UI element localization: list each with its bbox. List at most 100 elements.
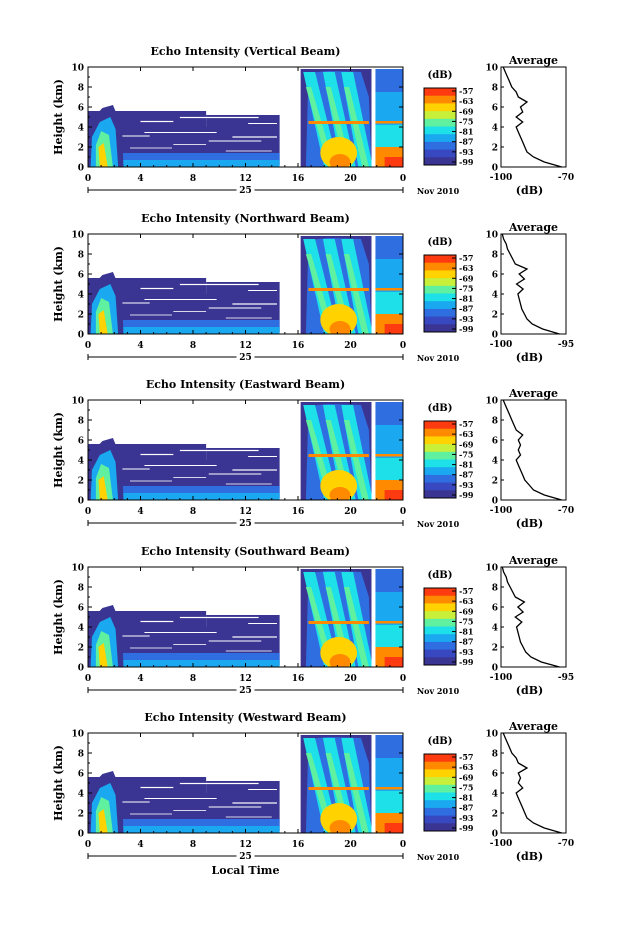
date-label-bg (236, 849, 255, 860)
colorbar-swatch (424, 595, 456, 604)
profile-y-tick-label: 0 (492, 331, 498, 341)
colorbar-tick-label: -69 (459, 106, 474, 116)
data-gap (208, 806, 262, 808)
colorbar-tick-label: -75 (459, 449, 473, 459)
profile-title: Average (508, 221, 558, 234)
data-gap (120, 801, 150, 803)
colorbar-tick-label: -93 (459, 314, 474, 324)
profile-y-tick-label: 2 (492, 810, 498, 820)
colorbar-tick-label: -87 (459, 137, 473, 147)
profile-x-label: (dB) (516, 351, 543, 364)
colorbar-swatch (424, 436, 456, 445)
upper-layer (206, 115, 280, 127)
x-tick-label: 8 (190, 174, 196, 184)
profile-y-tick-label: 4 (492, 124, 498, 134)
y-tick-label: 10 (71, 64, 84, 74)
colorbar-swatch (424, 421, 456, 430)
month-label: Nov 2010 (417, 186, 460, 196)
late-rain (374, 791, 403, 813)
data-gap (371, 234, 376, 334)
colorbar-frame (423, 87, 457, 166)
bright-band (375, 787, 403, 790)
profile-title: Average (508, 720, 558, 733)
rain-core (329, 820, 351, 833)
profile-y-tick-label: 2 (492, 311, 498, 321)
profile-y-tick-label: 2 (492, 644, 498, 654)
y-axis-label: Height (km) (52, 579, 65, 655)
x-tick-label: 16 (292, 674, 305, 684)
data-gap (130, 314, 172, 316)
data-gap (248, 623, 277, 624)
data-gap (179, 616, 259, 619)
profile-y-tick-label: 10 (485, 730, 498, 740)
colorbar-tick-label: -75 (459, 782, 473, 792)
y-tick-label: 2 (78, 477, 84, 487)
surface-layer (88, 160, 280, 167)
data-gap (144, 798, 217, 799)
x-tick-label: 16 (292, 840, 305, 850)
data-gap (371, 567, 376, 667)
upper-layer (206, 615, 280, 627)
profile-y-tick-label: 6 (492, 437, 498, 447)
data-gap (173, 311, 207, 312)
colorbar-swatch (424, 316, 456, 325)
profile-title: Average (508, 554, 558, 567)
late-rain (374, 625, 403, 647)
colorbar-tick-label: -69 (459, 606, 474, 616)
colorbar-swatch (424, 262, 456, 271)
date-label-bg (236, 516, 255, 527)
data-gap (179, 449, 259, 452)
y-tick-label: 2 (78, 810, 84, 820)
colorbar-swatch (424, 603, 456, 612)
profile-y-tick-label: 4 (492, 457, 498, 467)
x-tick-label: 12 (239, 341, 252, 351)
echo-field (88, 567, 403, 667)
convective-core (98, 310, 108, 334)
profile-x-label: (dB) (516, 517, 543, 530)
x-tick-label: 4 (137, 174, 143, 184)
colorbar-swatch (424, 459, 456, 468)
x-tick-label: 16 (292, 174, 305, 184)
colorbar-frame (423, 420, 457, 499)
colorbar-unit: (dB) (428, 70, 453, 81)
month-label: Nov 2010 (417, 353, 460, 363)
profile-x-tick-label: -95 (558, 340, 574, 350)
convective-core (98, 809, 108, 833)
colorbar-swatch (424, 149, 456, 158)
panel-title: Echo Intensity (Westward Beam) (144, 711, 346, 724)
panel-4: Echo Intensity (Southward Beam) 0 2 4 6 8 10 0 4… (52, 545, 574, 697)
data-gap (130, 647, 172, 649)
data-gap (173, 644, 207, 645)
profile-y-tick-label: 10 (485, 231, 498, 241)
y-tick-label: 2 (78, 644, 84, 654)
x-tick-label: 0 (400, 341, 406, 351)
convective-core (98, 643, 108, 667)
bright-band (308, 621, 369, 624)
colorbar-tick-label: -57 (459, 86, 473, 96)
y-tick-label: 4 (78, 790, 84, 800)
convective-core (98, 143, 108, 167)
profile-x-tick-label: -70 (558, 839, 574, 849)
profile-x-tick-label: -100 (490, 673, 513, 683)
profile-y-tick-label: 0 (492, 830, 498, 840)
profile-x-tick-label: -100 (490, 173, 513, 183)
profile-y-tick-label: 4 (492, 790, 498, 800)
data-gap (225, 650, 272, 652)
data-gap (232, 469, 277, 471)
profile-title: Average (508, 54, 558, 67)
data-gap (248, 123, 277, 124)
y-tick-label: 6 (78, 271, 84, 281)
late-rain (384, 324, 403, 334)
colorbar-tick-label: -99 (459, 823, 474, 833)
data-gap (371, 67, 376, 167)
colorbar-swatch (424, 308, 456, 318)
data-gap (140, 287, 174, 290)
late-rain (374, 758, 403, 791)
convective-core (98, 476, 108, 500)
surface-layer (88, 493, 280, 500)
colorbar-tick-label: -87 (459, 304, 473, 314)
profile-y-tick-label: 6 (492, 770, 498, 780)
colorbar-swatch (424, 270, 456, 279)
colorbar-tick-label: -99 (459, 157, 474, 167)
